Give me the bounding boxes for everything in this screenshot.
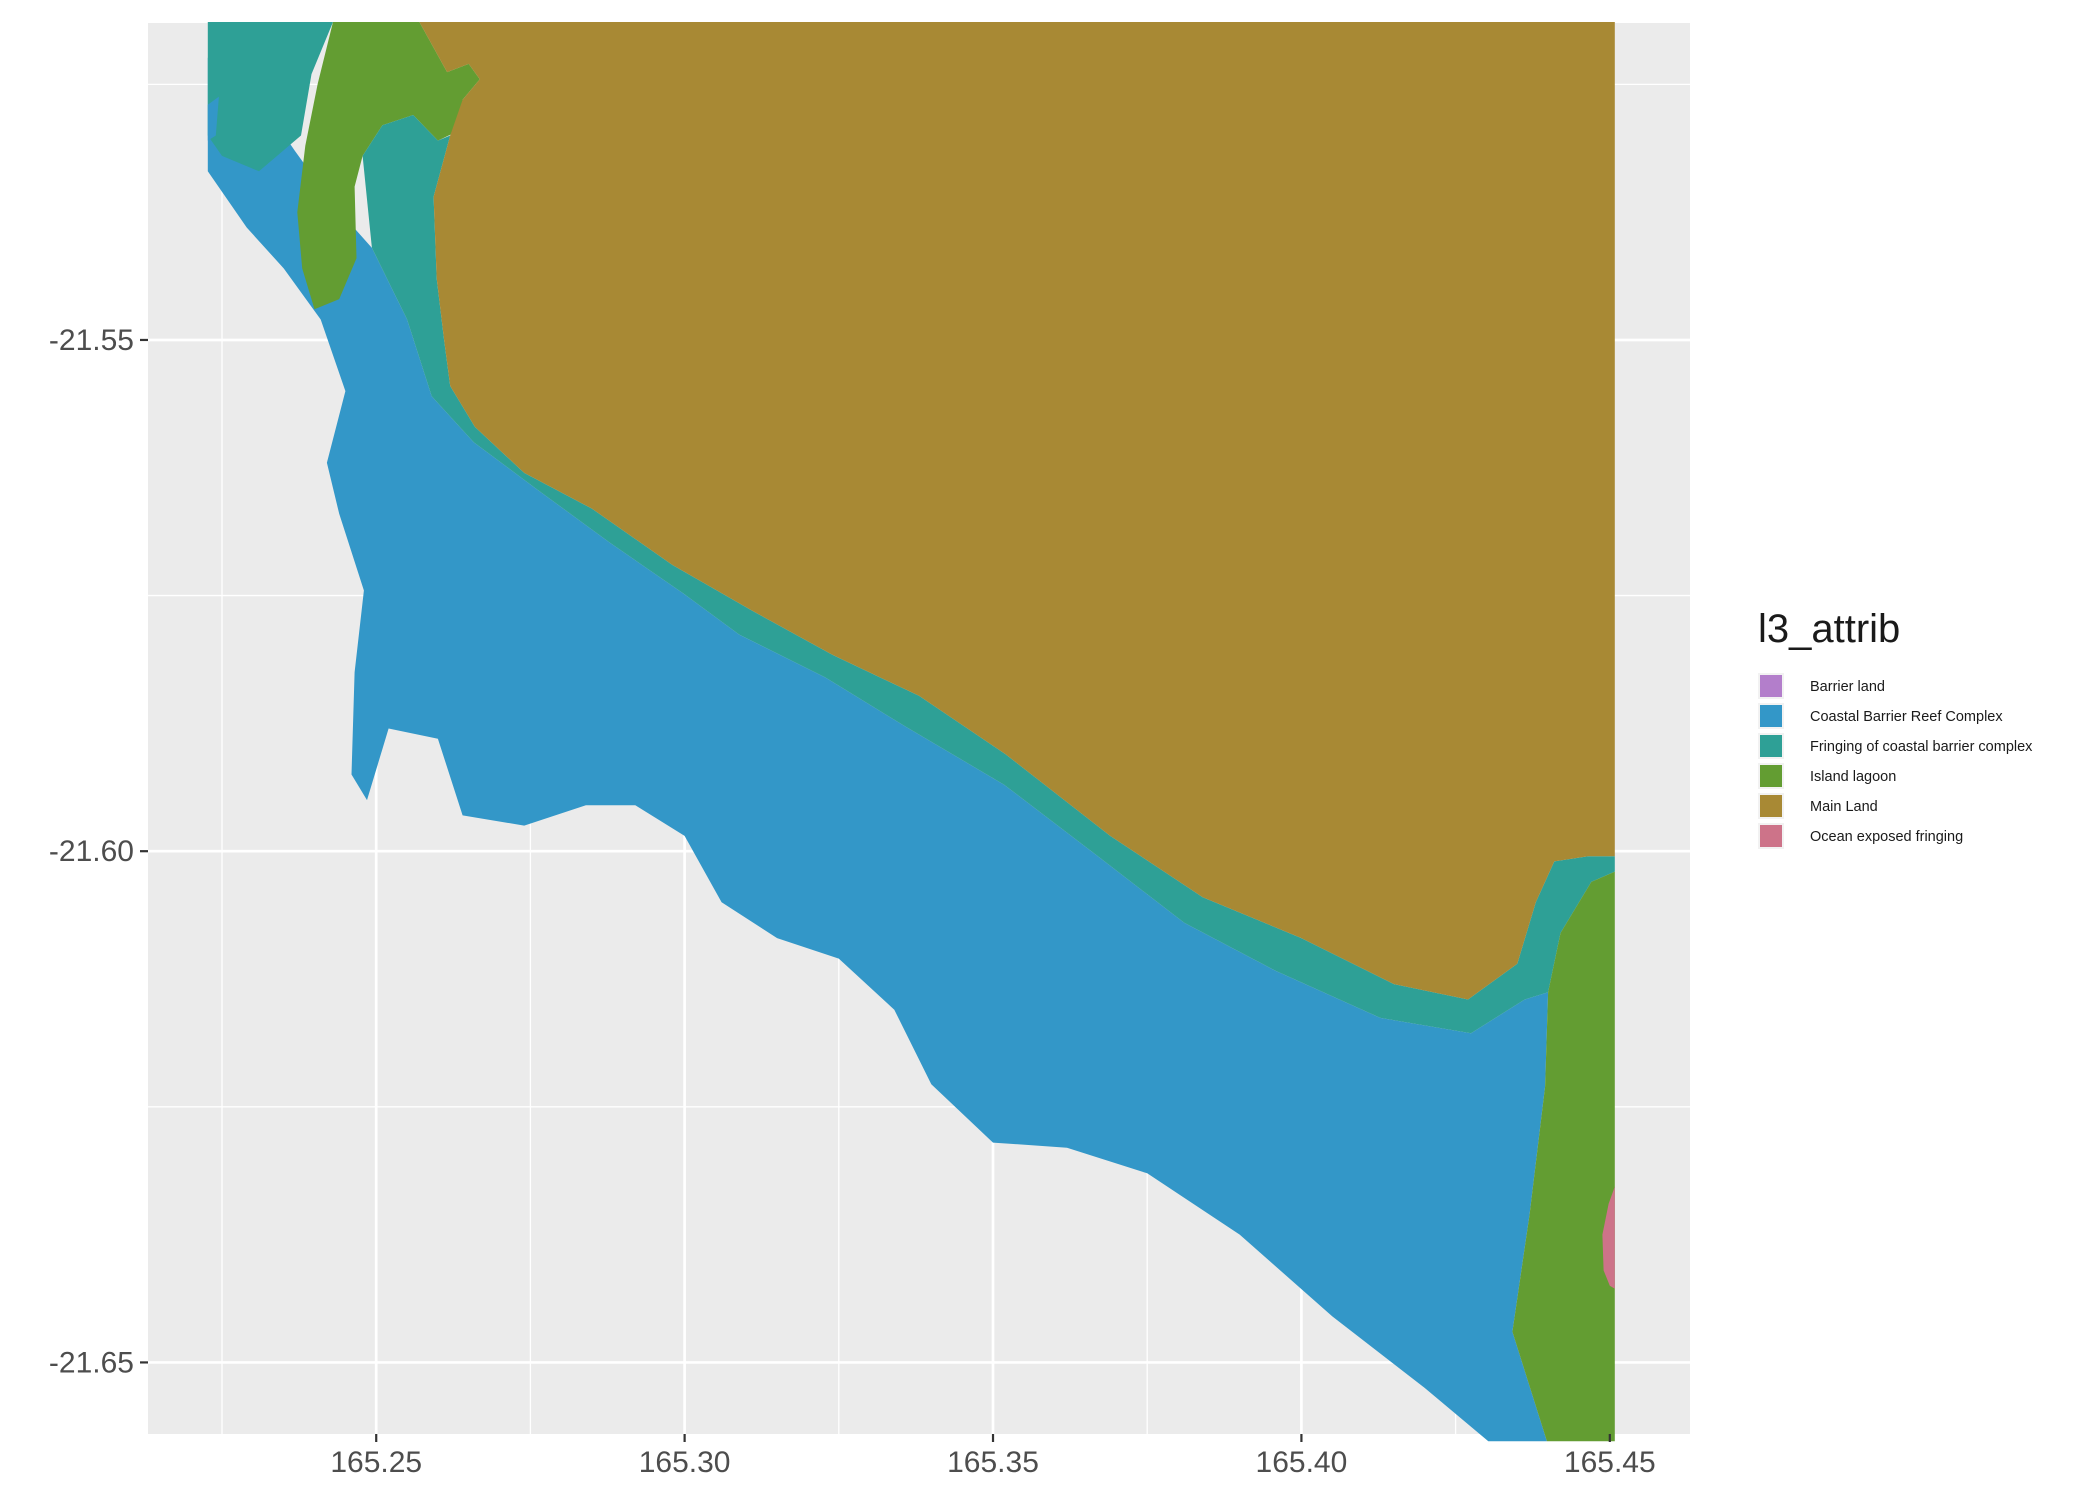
region-island-lagoon [297,22,480,310]
legend-label: Fringing of coastal barrier complex [1810,739,2033,755]
legend-label: Ocean exposed fringing [1810,829,1963,845]
legend-title: l3_attrib [1758,607,1900,651]
legend-label: Barrier land [1810,679,1885,695]
x-tick-label: 165.30 [639,1446,731,1479]
x-tick-label: 165.45 [1564,1446,1656,1479]
legend-swatch-fringing-of-coastal-barrier-complex [1760,735,1782,757]
legend-swatch-ocean-exposed-fringing [1760,825,1782,847]
y-tick-label: -21.60 [49,835,134,868]
legend-swatch-coastal-barrier-reef-complex [1760,705,1782,727]
region-coastal-barrier-reef-complex [207,96,219,141]
legend-label: Main Land [1810,799,1878,815]
y-tick-label: -21.65 [49,1346,134,1379]
legend-swatch-island-lagoon [1760,765,1782,787]
x-tick-label: 165.40 [1256,1446,1348,1479]
region-fringing-of-coastal-barrier-complex [207,22,333,172]
legend-label: Coastal Barrier Reef Complex [1810,709,2003,725]
y-tick-label: -21.55 [49,324,134,357]
x-tick-label: 165.25 [330,1446,422,1479]
legend-swatch-main-land [1760,795,1782,817]
legend-label: Island lagoon [1810,769,1896,785]
y-axis: -21.55 -21.60 -21.65 [49,324,148,1379]
legend-entries: Barrier land Coastal Barrier Reef Complex… [1758,673,2033,849]
x-axis: 165.25 165.30 165.35 165.40 165.45 [330,1434,1656,1479]
habitat-regions [207,22,1615,1442]
legend-swatch-barrier-land [1760,675,1782,697]
region-ocean-exposed-fringing [1602,1186,1615,1289]
region-island-lagoon [1512,871,1615,1442]
region-coastal-barrier-reef-complex [207,57,1549,1442]
legend: l3_attrib Barrier land Coastal Barrier Re… [1758,607,2033,849]
x-tick-label: 165.35 [947,1446,1039,1479]
region-main-land [419,22,1615,1000]
